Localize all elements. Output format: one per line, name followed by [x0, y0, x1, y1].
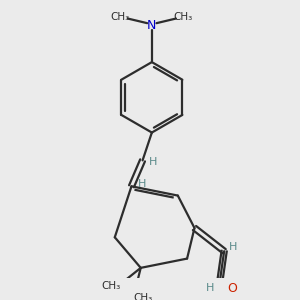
Text: CH₃: CH₃ [174, 12, 193, 22]
Text: H: H [148, 157, 157, 167]
Text: H: H [206, 283, 214, 293]
Text: CH₃: CH₃ [133, 293, 152, 300]
Text: CH₃: CH₃ [111, 12, 130, 22]
Text: O: O [228, 282, 237, 295]
Text: H: H [137, 179, 146, 189]
Text: N: N [147, 20, 157, 32]
Text: H: H [229, 242, 238, 253]
Text: CH₃: CH₃ [101, 281, 121, 291]
